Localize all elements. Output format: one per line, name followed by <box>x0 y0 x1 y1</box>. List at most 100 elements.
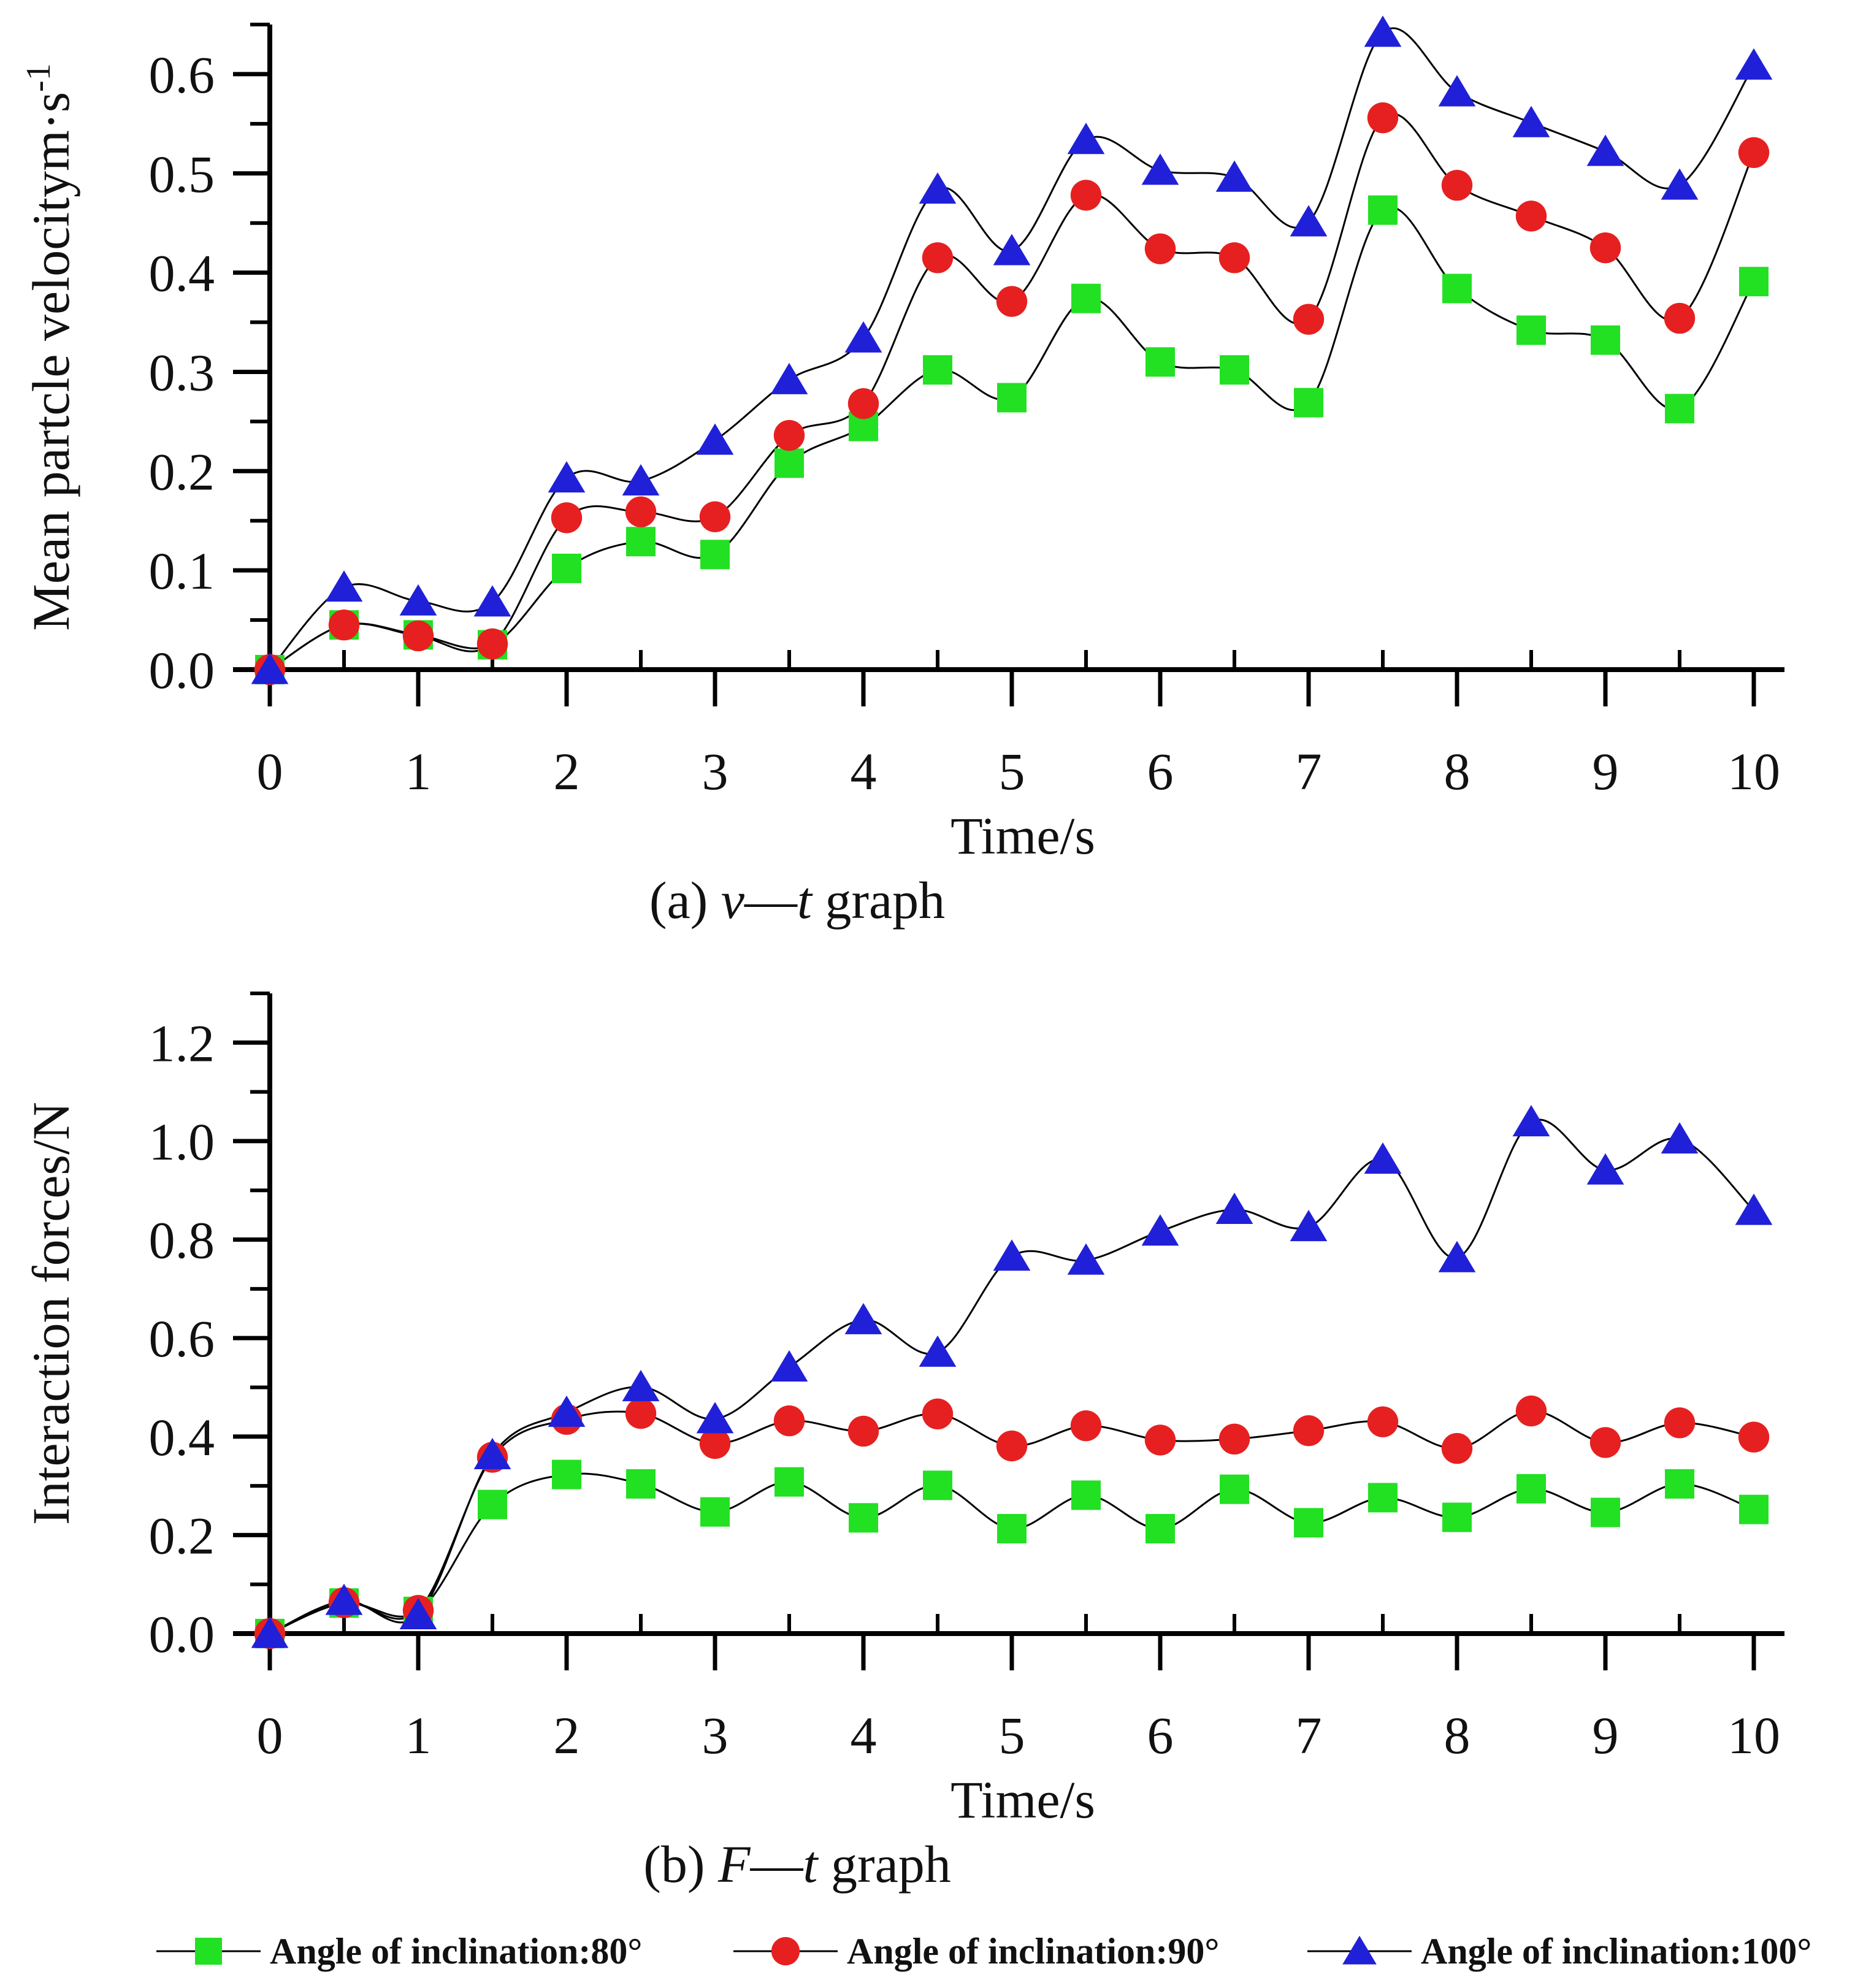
data-point-square <box>997 383 1027 413</box>
data-point-circle <box>1070 1410 1102 1442</box>
data-point-square <box>1591 1497 1620 1527</box>
legend-label: Angle of inclination:90° <box>847 1931 1219 1971</box>
data-point-triangle <box>1512 105 1550 137</box>
data-point-square <box>626 1469 656 1499</box>
data-point-circle <box>1070 180 1102 211</box>
x-tick-label: 6 <box>1147 1706 1174 1765</box>
data-point-triangle <box>325 1583 363 1615</box>
data-point-square <box>1516 1474 1546 1504</box>
data-point-triangle <box>770 1350 808 1382</box>
data-point-square <box>1739 1494 1769 1524</box>
data-point-circle <box>922 242 954 273</box>
data-point-circle <box>773 1405 805 1437</box>
x-tick-label: 3 <box>702 742 729 801</box>
data-point-circle <box>1441 1432 1473 1464</box>
data-point-circle <box>1738 1421 1770 1453</box>
x-tick-label: 9 <box>1593 1706 1619 1765</box>
data-point-triangle <box>993 1239 1031 1271</box>
data-point-triangle <box>919 1335 957 1367</box>
data-point-square <box>1145 1513 1175 1543</box>
data-point-triangle <box>251 652 289 684</box>
data-point-triangle <box>473 585 511 617</box>
data-point-square <box>1665 1469 1694 1499</box>
y-tick-label: 0.0 <box>149 641 215 700</box>
data-point-square <box>552 553 581 583</box>
data-point-square <box>774 448 804 478</box>
caption-suffix: graph <box>812 871 945 930</box>
data-point-circle <box>1664 1407 1696 1439</box>
x-tick-label: 4 <box>851 742 877 801</box>
data-point-triangle <box>1141 1214 1179 1246</box>
x-axis-label: Time/s <box>950 1770 1095 1829</box>
data-point-circle <box>1664 302 1696 334</box>
x-tick-label: 2 <box>554 742 580 801</box>
data-point-square <box>478 1489 507 1520</box>
data-point-square <box>1294 388 1323 418</box>
y-tick-label: 0.2 <box>149 1506 215 1565</box>
data-point-triangle <box>1438 1241 1476 1272</box>
x-tick-label: 6 <box>1147 742 1174 801</box>
data-point-triangle <box>1586 1153 1624 1185</box>
data-point-triangle <box>1735 48 1773 80</box>
data-point-circle <box>1589 1427 1621 1458</box>
y-tick-label: 0.0 <box>149 1605 215 1664</box>
x-tick-label: 0 <box>257 742 283 801</box>
x-tick-label: 5 <box>999 742 1025 801</box>
data-point-triangle <box>696 1402 734 1434</box>
data-point-triangle <box>844 321 882 353</box>
y-tick-label: 0.4 <box>149 1408 215 1467</box>
series-line-triangle <box>269 1118 1755 1635</box>
legend: Angle of inclination:80° Angle of inclina… <box>156 1931 1811 1971</box>
legend-marker-square <box>195 1938 222 1965</box>
data-point-square <box>700 1497 730 1527</box>
caption-variable: F <box>717 1835 751 1894</box>
data-point-triangle <box>399 1597 437 1629</box>
data-point-square <box>1220 1474 1249 1504</box>
data-point-triangle <box>1290 1210 1328 1242</box>
data-point-triangle <box>919 172 957 204</box>
caption-dash: — <box>750 1835 804 1894</box>
data-point-square <box>1368 1483 1398 1513</box>
data-point-triangle <box>770 362 808 394</box>
data-point-square <box>1739 267 1769 297</box>
data-point-square <box>552 1459 581 1489</box>
data-point-square <box>700 540 730 570</box>
x-tick-label: 8 <box>1444 742 1471 801</box>
data-point-triangle <box>1364 15 1402 47</box>
x-tick-label: 9 <box>1593 742 1619 801</box>
x-tick-label: 1 <box>405 742 432 801</box>
data-point-triangle <box>1661 1122 1699 1154</box>
data-point-triangle <box>696 423 734 455</box>
caption-variable: v <box>721 871 745 930</box>
data-point-circle <box>1144 1424 1176 1456</box>
data-point-square <box>997 1513 1027 1543</box>
y-tick-label: 0.8 <box>149 1211 215 1270</box>
data-point-circle <box>1367 1406 1399 1437</box>
x-tick-label: 10 <box>1727 1706 1780 1765</box>
data-point-circle <box>1515 201 1547 232</box>
data-point-triangle <box>622 464 660 495</box>
data-point-triangle <box>1067 1243 1105 1275</box>
y-tick-label: 1.0 <box>149 1112 215 1171</box>
data-point-circle <box>476 628 508 660</box>
data-point-circle <box>773 419 805 451</box>
velocity-time-chart: 0.0 0.1 0.2 0.3 0.4 0.5 0.6 0 1 2 3 4 5 6 7 8 9 10 Time/s M… <box>20 15 1784 930</box>
data-point-triangle <box>622 1370 660 1402</box>
data-point-square <box>1442 1502 1472 1532</box>
data-point-square <box>626 527 656 557</box>
y-axis-label: Mean partcle velocitym·s-1 <box>20 63 80 630</box>
data-point-triangle <box>1290 205 1328 237</box>
data-point-square <box>1220 355 1249 385</box>
y-tick-label: 0.5 <box>149 145 215 204</box>
data-point-circle <box>996 1430 1028 1462</box>
data-point-triangle <box>1364 1142 1402 1174</box>
data-point-triangle <box>1512 1105 1550 1137</box>
data-point-circle <box>1218 1423 1250 1455</box>
x-tick-label: 7 <box>1296 742 1322 801</box>
y-tick-label: 0.6 <box>149 1309 215 1368</box>
data-point-circle <box>1293 1415 1325 1447</box>
data-point-square <box>923 1470 952 1501</box>
chart-caption: (b) F—t graph <box>643 1835 951 1894</box>
y-axis-label: Interaction forces/N <box>21 1102 80 1525</box>
caption-prefix: (a) <box>649 871 721 930</box>
